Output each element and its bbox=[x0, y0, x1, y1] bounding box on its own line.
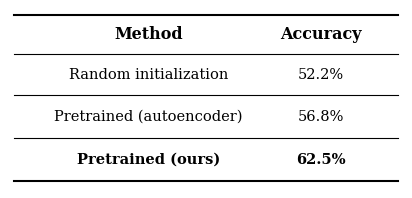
Text: Method: Method bbox=[115, 26, 183, 43]
Text: Pretrained (ours): Pretrained (ours) bbox=[77, 152, 220, 167]
Text: Random initialization: Random initialization bbox=[69, 68, 228, 82]
Text: 62.5%: 62.5% bbox=[296, 152, 345, 167]
Text: Accuracy: Accuracy bbox=[280, 26, 361, 43]
Text: 52.2%: 52.2% bbox=[297, 68, 344, 82]
Text: Pretrained (autoencoder): Pretrained (autoencoder) bbox=[54, 109, 243, 124]
Text: 56.8%: 56.8% bbox=[297, 109, 344, 124]
